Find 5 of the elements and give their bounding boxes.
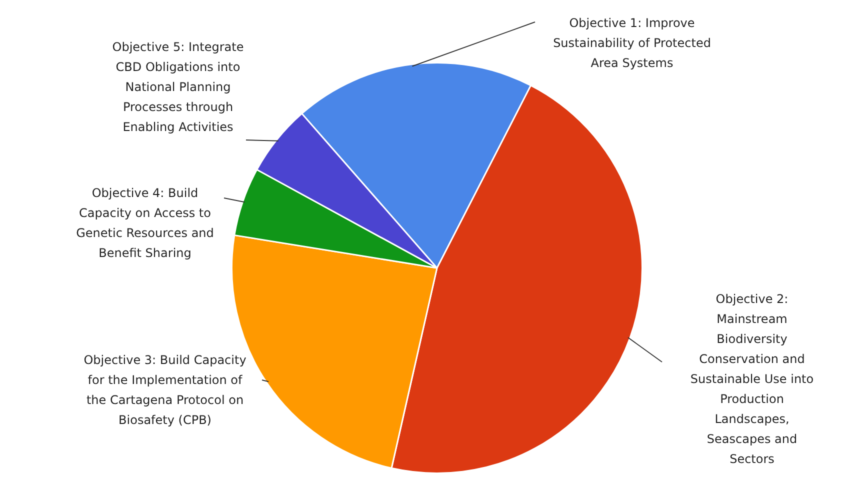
category-label: Objective 2: Mainstream Biodiversity Conservation and Sustainable Use into Production Landscapes, Seascapes and Sectors	[690, 292, 814, 466]
slice-label: Objective 4: Build Capacity on Access to Genetic Resources and Benefit Sharing	[76, 186, 214, 260]
slice-label: Objective 3: Build Capacity for the Implementation of the Cartagena Protocol on Biosafety (CPB)	[84, 353, 246, 428]
slice-label: Objective 5: Integrate CBD Obligations into National Planning Processes through Enabling Activities	[112, 40, 244, 134]
slice-label: Objective 1: Improve Sustainability of Protected Area Systems	[553, 16, 711, 70]
